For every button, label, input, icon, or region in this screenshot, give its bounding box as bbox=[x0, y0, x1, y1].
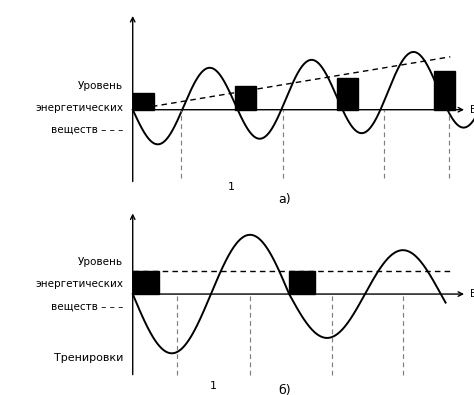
Text: 1: 1 bbox=[228, 182, 235, 192]
Text: Время: Время bbox=[470, 105, 474, 115]
Text: веществ – – –: веществ – – – bbox=[51, 301, 123, 311]
Text: энергетических: энергетических bbox=[35, 279, 123, 290]
Text: а): а) bbox=[278, 193, 291, 206]
Text: Тренировки: Тренировки bbox=[54, 353, 123, 363]
Bar bbox=[133, 93, 154, 110]
Bar bbox=[289, 271, 315, 294]
Bar bbox=[434, 71, 455, 110]
Text: 1: 1 bbox=[210, 381, 217, 391]
Bar bbox=[133, 271, 159, 294]
Text: Уровень: Уровень bbox=[78, 258, 123, 267]
Bar bbox=[235, 86, 256, 110]
Text: Время: Время bbox=[470, 289, 474, 299]
Text: б): б) bbox=[278, 384, 291, 395]
Bar bbox=[337, 78, 358, 110]
Text: веществ – – –: веществ – – – bbox=[51, 124, 123, 134]
Text: Уровень: Уровень bbox=[78, 81, 123, 90]
Text: энергетических: энергетических bbox=[35, 103, 123, 113]
